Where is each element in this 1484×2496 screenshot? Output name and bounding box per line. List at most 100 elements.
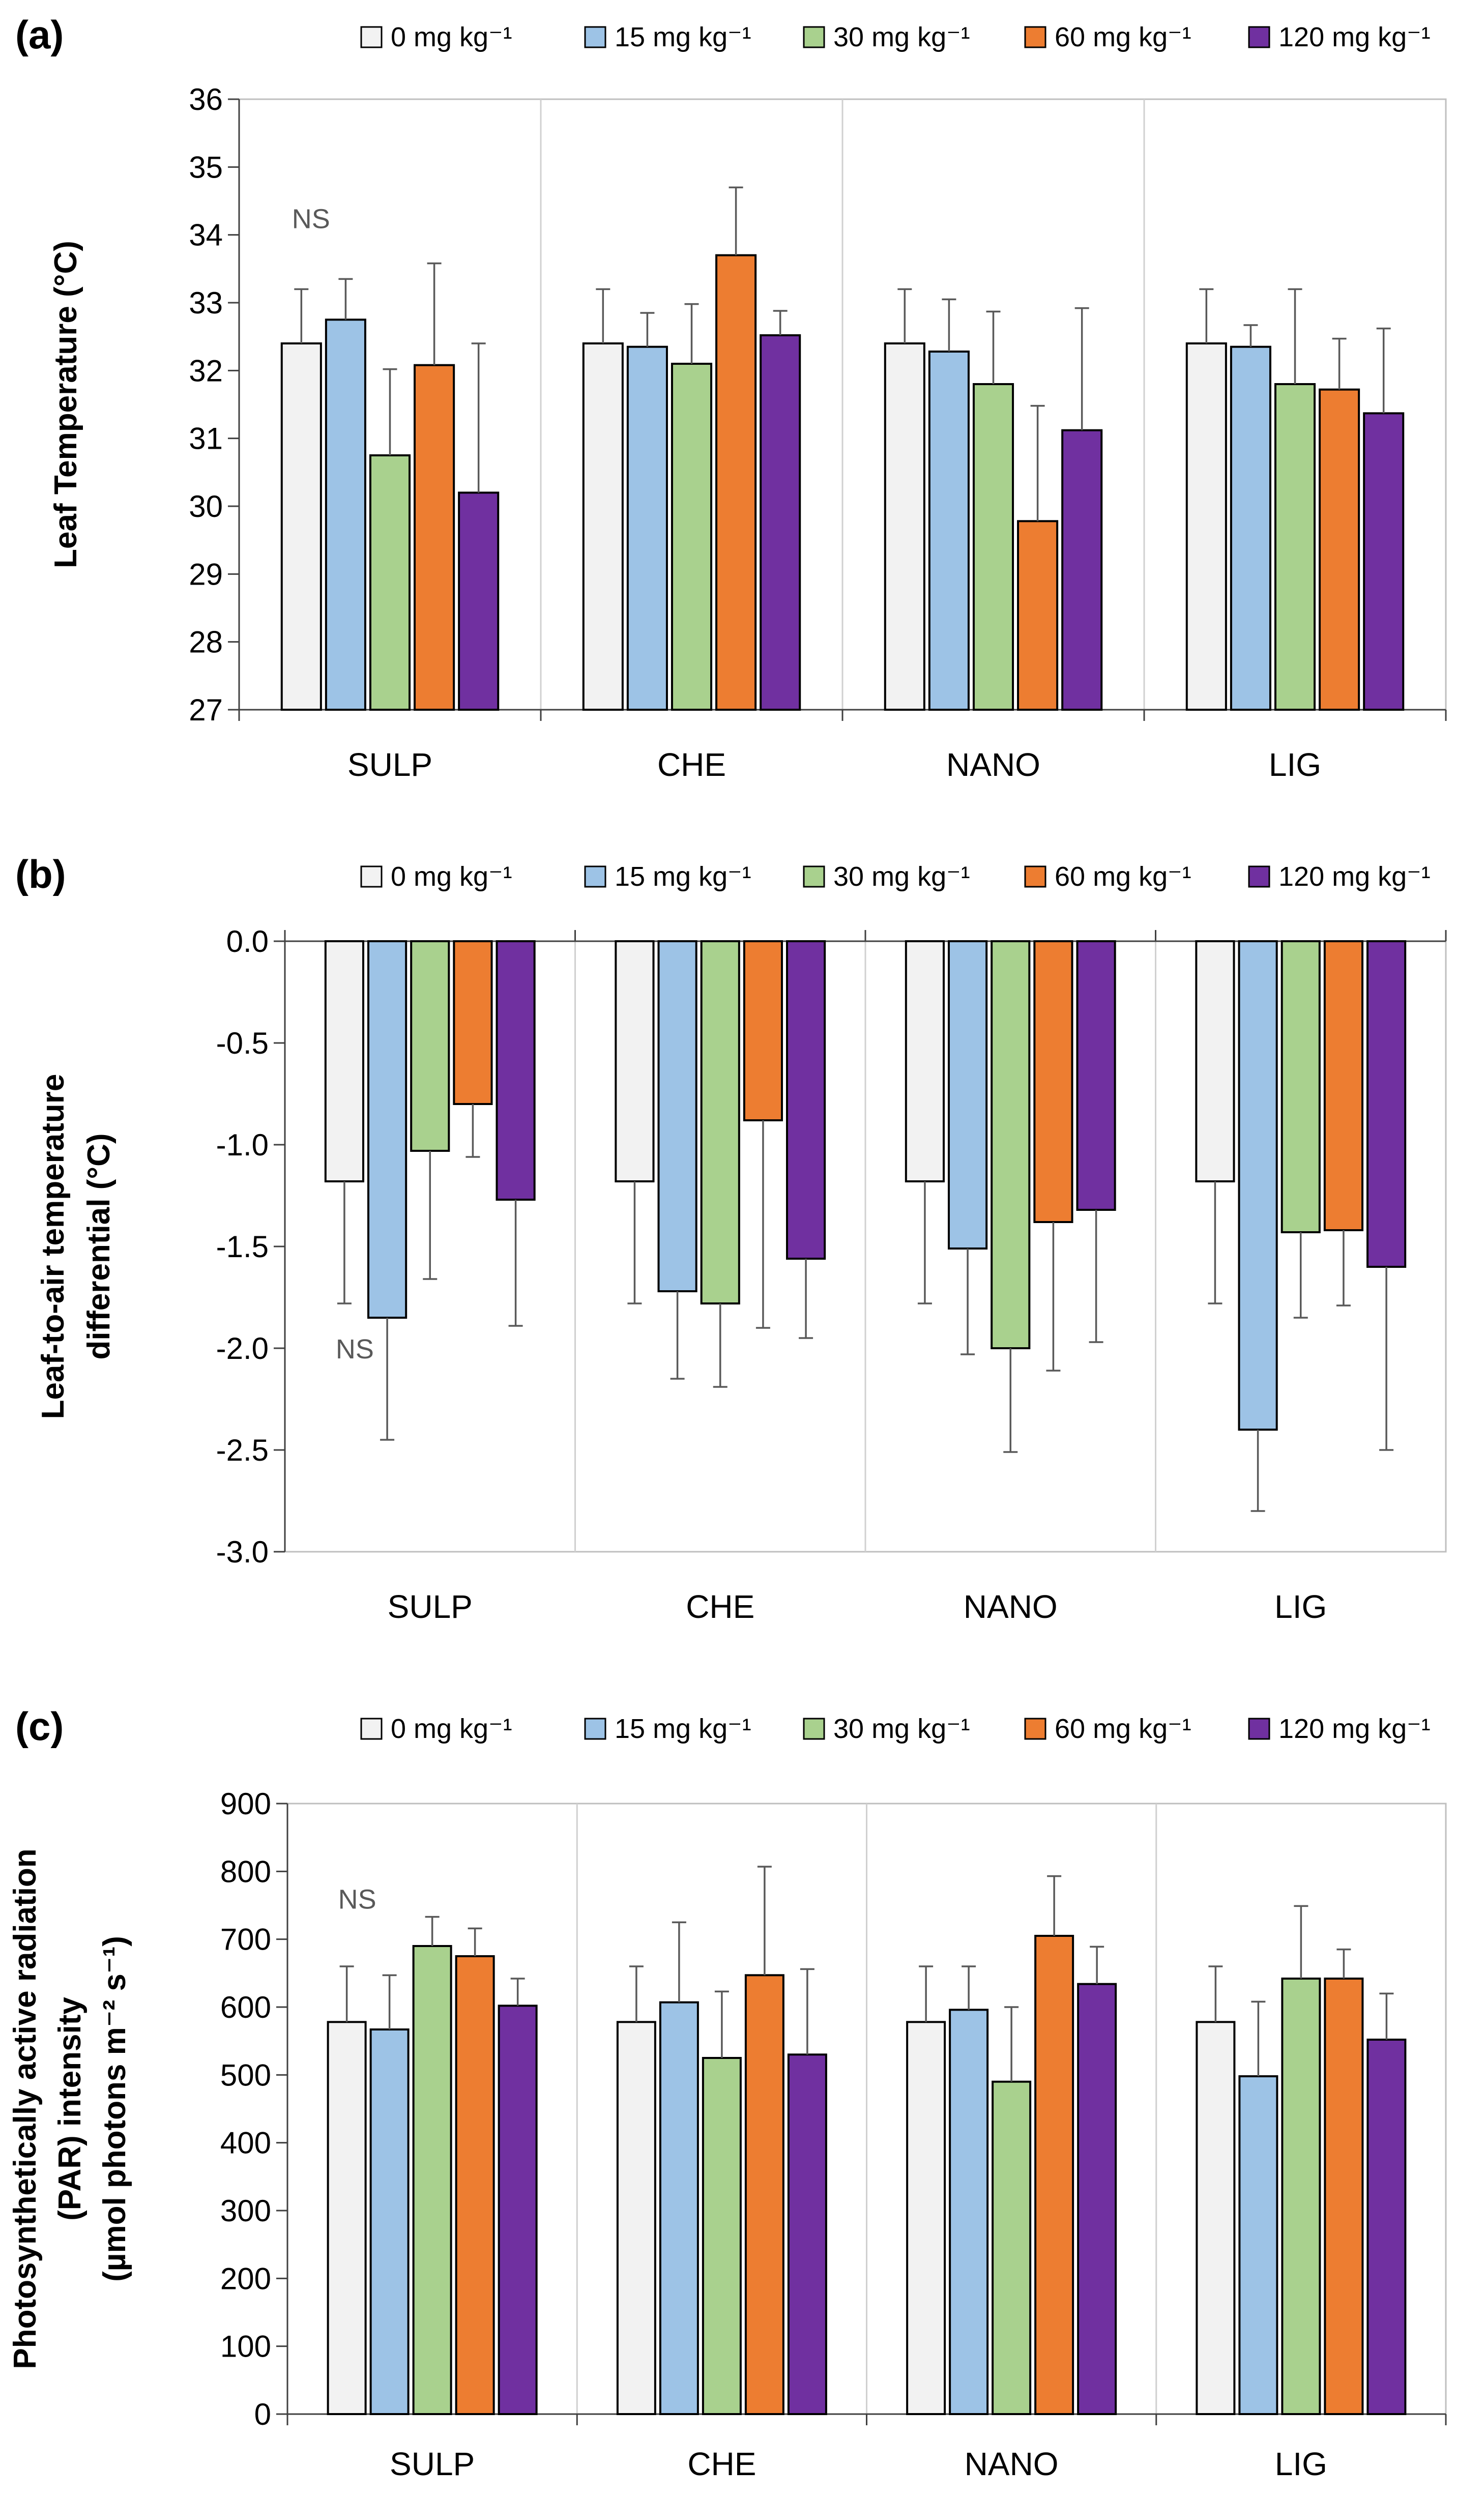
y-tick-label: 36: [189, 82, 223, 117]
x-category-label: CHE: [687, 2446, 756, 2482]
bar-lig-s0: [1195, 940, 1235, 1182]
bar-lig-s2: [1281, 1978, 1321, 2415]
ns-annotation: NS: [292, 204, 330, 234]
y-axis-title-line: (PAR) intensity: [52, 1997, 88, 2221]
x-category-label: SULP: [347, 746, 432, 783]
bar-nano-s1: [948, 940, 988, 1250]
bar-nano-s4: [1077, 1983, 1117, 2416]
bar-sulp-s4: [458, 491, 500, 711]
bar-lig-s4: [1366, 2039, 1407, 2415]
bar-sulp-s0: [324, 940, 365, 1182]
y-axis-title: Leaf-to-air temperature differential (°C)…: [36, 1074, 117, 1419]
bar-che-s4: [785, 940, 826, 1260]
y-tick-label: 700: [220, 1923, 271, 1957]
y-tick-label: -1.0: [216, 1128, 269, 1162]
bar-sulp-s2: [410, 940, 450, 1152]
chart-panel-b: (b) 0 mg kg⁻¹ 15 mg kg⁻¹ 30 mg kg⁻¹ 60 mg kg…: [15, 852, 1447, 1625]
bar-lig-s3: [1319, 388, 1360, 711]
bar-nano-s2: [972, 383, 1014, 711]
bar-lig-s1: [1238, 2075, 1278, 2415]
bar-lig-s2: [1274, 383, 1316, 711]
y-tick-label: -0.5: [216, 1026, 269, 1060]
bar-che-s3: [743, 940, 783, 1121]
bar-lig-s0: [1185, 342, 1227, 711]
x-category-label: NANO: [964, 1588, 1058, 1625]
legend-swatch: [1248, 1718, 1270, 1740]
legend-swatch: [584, 26, 606, 48]
bar-nano-s0: [906, 2021, 946, 2415]
y-tick-label: 100: [220, 2330, 271, 2364]
bar-sulp-s4: [496, 940, 536, 1201]
bar-lig-s2: [1281, 940, 1321, 1233]
y-tick-label: 29: [189, 557, 223, 591]
bar-che-s1: [659, 2001, 699, 2416]
bar-sulp-s4: [498, 2005, 538, 2415]
x-category-label: CHE: [657, 746, 726, 783]
bar-sulp-s3: [414, 364, 455, 711]
x-category-label: LIG: [1269, 746, 1321, 783]
bar-nano-s3: [1017, 520, 1059, 711]
bar-che-s1: [626, 345, 668, 711]
y-tick-label: -2.0: [216, 1331, 269, 1366]
bar-nano-s3: [1033, 940, 1073, 1223]
bar-nano-s1: [928, 351, 970, 711]
bar-che-s3: [715, 254, 757, 711]
legend-label: 60 mg kg⁻¹: [1055, 1714, 1191, 1744]
legend-label: 120 mg kg⁻¹: [1278, 22, 1431, 52]
bar-lig-s1: [1230, 345, 1271, 711]
bar-sulp-s1: [325, 318, 366, 711]
y-axis-title-line: Photosynthetically active radiation: [8, 1848, 43, 2369]
y-axis-title: Photosynthetically active radiation (PAR)…: [8, 1848, 132, 2369]
x-category-label: LIG: [1274, 1588, 1327, 1625]
bar-che-s3: [744, 1974, 784, 2415]
y-tick-label: 0: [254, 2397, 271, 2431]
legend-swatch: [584, 865, 606, 888]
legend-label: 0 mg kg⁻¹: [391, 1714, 512, 1744]
legend-label: 30 mg kg⁻¹: [833, 861, 970, 892]
y-tick-label: 27: [189, 693, 223, 727]
y-tick-label: 400: [220, 2126, 271, 2160]
legend-swatch: [1248, 865, 1270, 888]
legend-label: 30 mg kg⁻¹: [833, 1714, 970, 1744]
legend-label: 15 mg kg⁻¹: [615, 22, 751, 52]
bar-che-s2: [671, 363, 713, 711]
bar-che-s0: [582, 342, 624, 711]
legend-swatch: [803, 1718, 825, 1740]
legend-swatch: [803, 26, 825, 48]
y-tick-label: 300: [220, 2194, 271, 2228]
bar-nano-s4: [1061, 429, 1103, 711]
bar-lig-s4: [1366, 940, 1407, 1268]
y-tick-label: 30: [189, 489, 223, 524]
bar-sulp-s0: [280, 342, 322, 711]
y-axis-title-line: Leaf-to-air temperature: [36, 1074, 71, 1419]
y-tick-label: -3.0: [216, 1535, 269, 1569]
bar-sulp-s0: [327, 2021, 367, 2415]
x-category-label: LIG: [1275, 2446, 1327, 2482]
bar-che-s4: [760, 334, 801, 711]
y-axis-title-line: Leaf Temperature (°C): [48, 241, 83, 568]
y-tick-label: 500: [220, 2058, 271, 2092]
bar-lig-s3: [1323, 940, 1363, 1231]
y-axis-title: Leaf Temperature (°C)Leaf Temperature (°…: [48, 241, 83, 568]
y-tick-label: -2.5: [216, 1433, 269, 1467]
ns-annotation: NS: [336, 1334, 374, 1365]
legend-label: 15 mg kg⁻¹: [615, 861, 751, 892]
bar-sulp-s2: [369, 454, 411, 711]
y-axis-title-line: differential (°C): [81, 1133, 117, 1359]
legend-swatch: [360, 26, 383, 48]
y-tick-label: 28: [189, 625, 223, 659]
bar-nano-s4: [1076, 940, 1116, 1211]
x-category-label: SULP: [388, 1588, 473, 1625]
legend-label: 60 mg kg⁻¹: [1055, 22, 1191, 52]
bar-nano-s1: [949, 2009, 989, 2415]
legend-swatch: [360, 1718, 383, 1740]
legend-swatch: [1024, 26, 1046, 48]
y-tick-label: 32: [189, 354, 223, 388]
legend-swatch: [1024, 865, 1046, 888]
x-category-label: SULP: [390, 2446, 475, 2482]
bar-nano-s0: [905, 940, 945, 1182]
bar-che-s0: [615, 940, 655, 1182]
bar-lig-s0: [1196, 2021, 1236, 2415]
bar-nano-s2: [991, 940, 1031, 1349]
